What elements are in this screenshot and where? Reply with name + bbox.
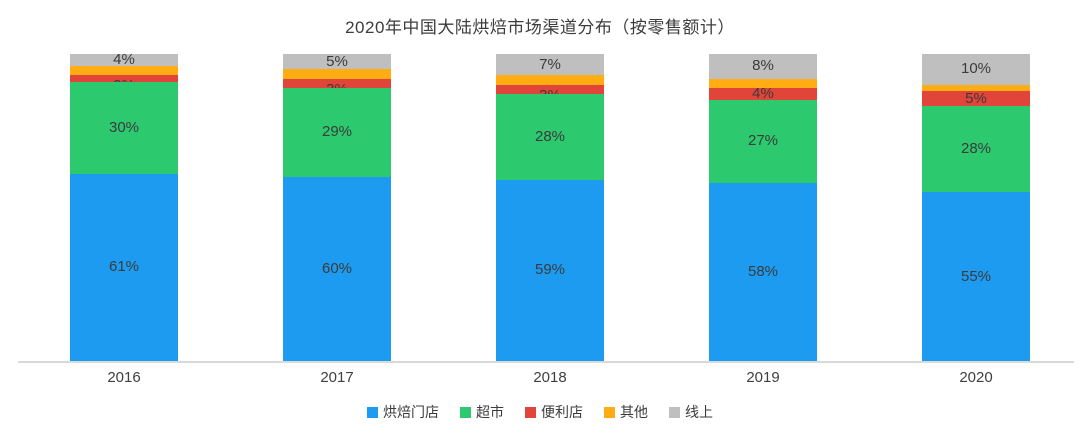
legend-item-其他: 其他 [604, 402, 648, 422]
bar-2018: 7% 3% 28% 59% [496, 54, 604, 361]
legend-label: 其他 [620, 404, 648, 420]
data-label: 8% [752, 57, 774, 75]
x-axis-label-2016: 2016 [107, 369, 141, 386]
legend-item-便利店: 便利店 [525, 402, 583, 422]
legend-item-烘焙门店: 烘焙门店 [367, 402, 439, 422]
bar-segment-便利店-2020: 5% [922, 89, 1030, 107]
data-label: 30% [108, 118, 140, 136]
data-label: 61% [108, 258, 140, 276]
bar-segment-其他-2020 [922, 84, 1030, 91]
bar-2019: 8% 4% 27% 58% [709, 54, 817, 361]
legend-swatch-icon [367, 406, 378, 418]
chart-legend: 烘焙门店 超市 便利店 其他 线上 [0, 402, 1080, 422]
x-axis-label-2017: 2017 [320, 369, 354, 386]
bar-segment-烘焙门店-2018: 59% [496, 179, 604, 361]
bar-segment-线上-2018: 7% [496, 54, 604, 76]
bar-segment-便利店-2017: 3% [283, 78, 391, 98]
bar-2020: 10% 5% 28% 55% [922, 54, 1030, 361]
bar-segment-超市-2019: 27% [709, 100, 817, 183]
legend-swatch-icon [460, 406, 471, 418]
bar-segment-超市-2018: 28% [496, 93, 604, 180]
legend-label: 便利店 [541, 404, 583, 420]
bar-segment-其他-2019 [709, 78, 817, 88]
bar-segment-其他-2016 [70, 66, 178, 76]
bar-segment-烘焙门店-2017: 60% [283, 176, 391, 361]
bar-segment-烘焙门店-2020: 55% [922, 192, 1030, 361]
legend-label: 超市 [476, 404, 504, 420]
chart-title: 2020年中国大陆烘焙市场渠道分布（按零售额计） [345, 18, 735, 37]
data-label: 59% [534, 261, 566, 279]
legend-item-超市: 超市 [460, 402, 504, 422]
bar-segment-线上-2019: 8% [709, 54, 817, 79]
data-label: 60% [321, 259, 353, 277]
x-axis-line [18, 361, 1074, 363]
x-axis-label-2018: 2018 [533, 369, 567, 386]
bar-2017: 5% 3% 29% 60% [283, 52, 391, 361]
bar-segment-烘焙门店-2019: 58% [709, 182, 817, 361]
bar-segment-线上-2020: 10% [922, 54, 1030, 85]
data-label: 10% [960, 60, 992, 78]
legend-label: 线上 [685, 404, 713, 420]
data-label: 58% [747, 262, 779, 280]
bar-segment-超市-2020: 28% [922, 106, 1030, 193]
data-label: 28% [534, 127, 566, 145]
data-label: 28% [960, 140, 992, 158]
data-label: 55% [960, 267, 992, 285]
bar-2016: 4%2%30%61% [70, 51, 178, 361]
bar-segment-其他-2018 [496, 75, 604, 85]
bar-segment-其他-2017 [283, 69, 391, 79]
legend-item-线上: 线上 [669, 402, 713, 422]
legend-swatch-icon [604, 406, 615, 418]
legend-swatch-icon [525, 406, 536, 418]
bar-segment-超市-2017: 29% [283, 87, 391, 177]
bar-segment-线上-2016: 4% [70, 51, 178, 68]
data-label: 7% [539, 55, 561, 73]
legend-swatch-icon [669, 406, 680, 418]
bar-segment-线上-2017: 5% [283, 52, 391, 70]
data-label: 27% [747, 132, 779, 150]
bar-segment-便利店-2018: 3% [496, 84, 604, 104]
bar-segment-便利店-2019: 4% [709, 85, 817, 102]
x-axis-label-2020: 2020 [959, 369, 993, 386]
legend-label: 烘焙门店 [383, 404, 439, 420]
data-label: 5% [965, 89, 987, 107]
bar-segment-超市-2016: 30% [70, 81, 178, 174]
data-label: 29% [321, 123, 353, 141]
x-axis-label-2019: 2019 [746, 369, 780, 386]
data-label: 5% [326, 52, 348, 70]
bar-segment-烘焙门店-2016: 61% [70, 173, 178, 361]
